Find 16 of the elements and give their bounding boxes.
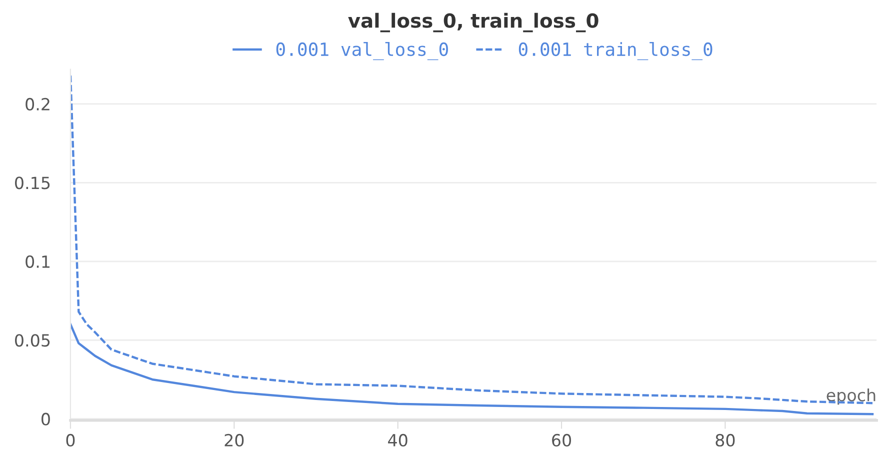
line-series <box>70 323 874 416</box>
x-tick-label: 0 <box>66 434 75 447</box>
legend-label: 0.001 train_loss_0 <box>518 42 712 60</box>
x-tick-label: 20 <box>224 434 244 447</box>
x-tick-label: 60 <box>552 434 572 447</box>
legend-label: 0.001 val_loss_0 <box>276 42 448 60</box>
chart-title: val_loss_0, train_loss_0 <box>348 12 598 32</box>
y-tick-label: 0.15 <box>15 176 50 190</box>
line-series <box>70 74 874 404</box>
x-axis-title: epoch <box>826 388 876 405</box>
y-tick-label: 0.05 <box>15 334 50 347</box>
y-tick-label: 0 <box>42 412 50 426</box>
x-tick-label: 40 <box>388 434 408 447</box>
y-tick-label: 0.1 <box>26 255 50 268</box>
y-tick-label: 0.2 <box>26 98 50 111</box>
x-tick-label: 80 <box>716 434 735 447</box>
